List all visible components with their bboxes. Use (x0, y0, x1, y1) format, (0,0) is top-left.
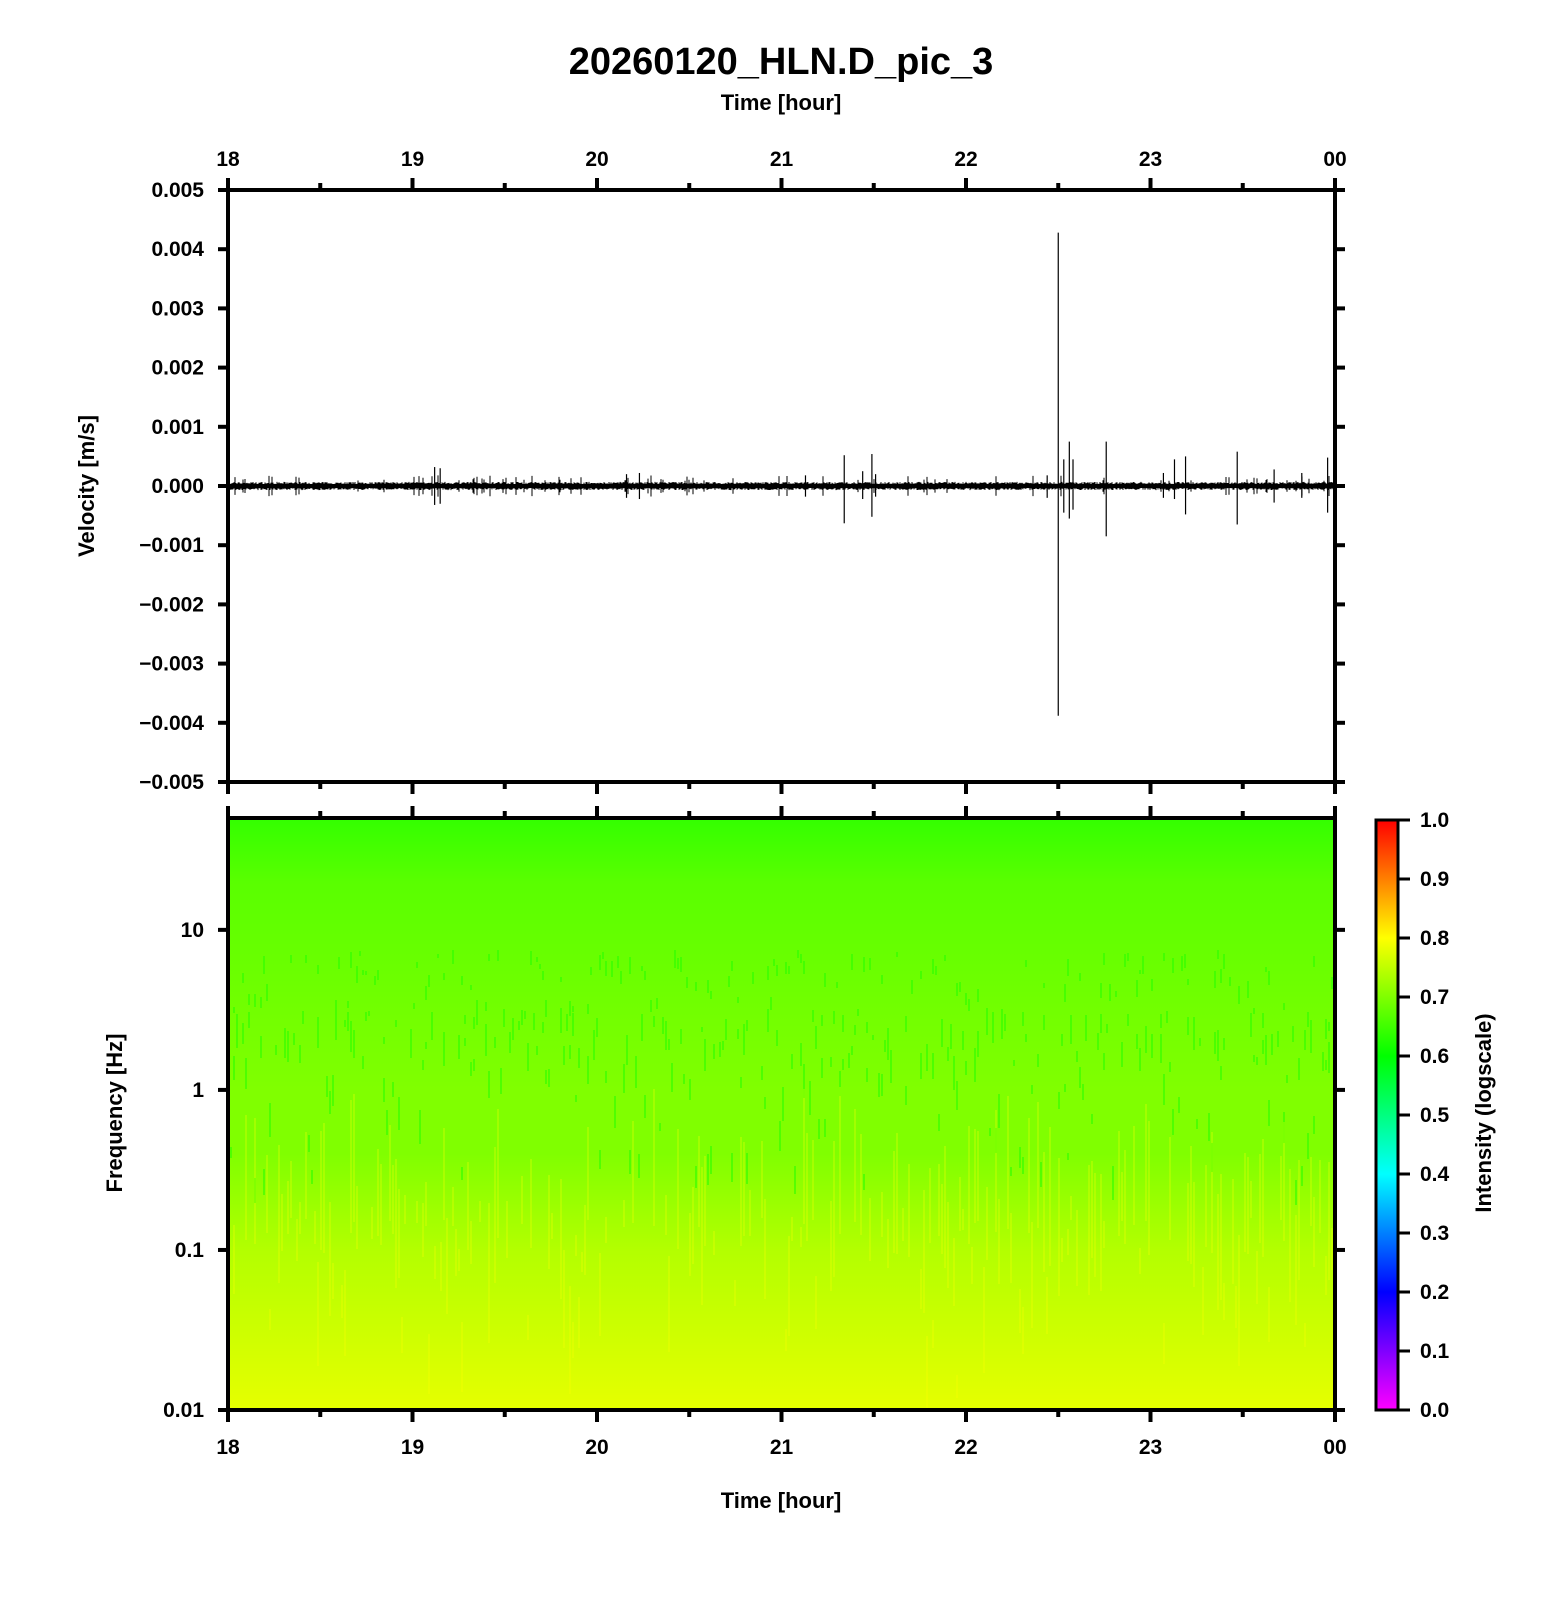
colorbar-tick-label: 0.4 (1420, 1163, 1450, 1186)
colorbar-tick-label: 0.2 (1420, 1281, 1449, 1304)
velocity-y-tick-label: 0.002 (151, 357, 204, 380)
colorbar-ticks: 1.0 0.9 0.8 0.7 0.6 0.5 0.4 0.3 0.2 0.1 0.0 (1398, 809, 1450, 1422)
top-x-tick-labels: 18 19 20 21 22 23 00 (216, 148, 1346, 171)
top-x-axis-label: Time [hour] (721, 90, 842, 115)
bottom-x-tick-label: 00 (1323, 1436, 1346, 1459)
chart-title: 20260120_HLN.D_pic_3 (569, 41, 994, 83)
frequency-y-tick-label: 0.1 (175, 1239, 205, 1262)
velocity-y-tick-label: −0.005 (139, 771, 204, 794)
top-x-tick-label: 00 (1323, 148, 1346, 171)
top-x-tick-label: 22 (954, 148, 977, 171)
velocity-y-tick-label: −0.001 (139, 534, 204, 557)
colorbar-tick-label: 0.6 (1420, 1045, 1449, 1068)
colorbar-tick-label: 0.0 (1420, 1399, 1449, 1422)
top-x-tick-label: 21 (770, 148, 794, 171)
spectrogram-texture (228, 950, 1333, 1408)
velocity-y-tick-label: 0.005 (151, 179, 204, 202)
velocity-y-tick-label: 0.000 (151, 475, 204, 498)
colorbar-tick-label: 0.1 (1420, 1340, 1450, 1363)
colorbar-label: Intensity (logscale) (1471, 1013, 1496, 1212)
velocity-y-tick-label: 0.004 (151, 238, 204, 261)
velocity-y-tick-label: 0.003 (151, 297, 204, 320)
frequency-y-tick-label: 10 (181, 919, 204, 942)
velocity-axis-label: Velocity [m/s] (74, 415, 99, 557)
velocity-y-tick-label: −0.004 (139, 712, 204, 735)
colorbar: 1.0 0.9 0.8 0.7 0.6 0.5 0.4 0.3 0.2 0.1 0.0 (1374, 809, 1450, 1422)
bottom-x-tick-label: 20 (585, 1436, 608, 1459)
spectrogram-yellow-streaks (233, 1089, 1333, 1408)
frequency-y-tick-label: 0.01 (163, 1399, 204, 1422)
spectrogram-panel: 18 19 20 21 22 23 00 10 1 0.1 0.01 (163, 806, 1347, 1459)
velocity-y-tick-label: −0.002 (139, 593, 204, 616)
spectrogram-axis-ticks: 18 19 20 21 22 23 00 10 1 0.1 0.01 (163, 806, 1347, 1459)
bottom-x-tick-label: 22 (954, 1436, 977, 1459)
colorbar-tick-label: 0.3 (1420, 1222, 1449, 1245)
colorbar-tick-label: 0.9 (1420, 868, 1449, 891)
colorbar-tick-label: 0.5 (1420, 1104, 1450, 1127)
colorbar-gradient (1376, 820, 1398, 1410)
velocity-y-tick-label: −0.003 (139, 653, 204, 676)
bottom-x-tick-label: 19 (401, 1436, 424, 1459)
bottom-x-axis-label: Time [hour] (721, 1488, 842, 1513)
spectrogram-green-streaks (228, 950, 1333, 1205)
bottom-x-tick-label: 21 (770, 1436, 794, 1459)
velocity-y-tick-label: 0.001 (151, 416, 204, 439)
frequency-y-tick-label: 1 (192, 1079, 204, 1102)
frequency-axis-label: Frequency [Hz] (102, 1034, 127, 1193)
spectrogram-background (228, 818, 1335, 1410)
colorbar-tick-label: 1.0 (1420, 809, 1449, 832)
bottom-x-tick-label: 23 (1139, 1436, 1162, 1459)
top-x-tick-label: 20 (585, 148, 608, 171)
bottom-x-tick-label: 18 (216, 1436, 240, 1459)
velocity-trace (228, 232, 1335, 716)
top-x-tick-label: 19 (401, 148, 424, 171)
top-x-tick-label: 23 (1139, 148, 1162, 171)
velocity-panel: 0.005 0.004 0.003 0.002 0.001 0.000 −0.001 −0.0… (139, 178, 1345, 794)
colorbar-tick-label: 0.8 (1420, 927, 1450, 950)
top-x-tick-label: 18 (216, 148, 240, 171)
colorbar-tick-label: 0.7 (1420, 986, 1449, 1009)
velocity-axis-ticks: 0.005 0.004 0.003 0.002 0.001 0.000 −0.001 −0.0… (139, 178, 1345, 794)
